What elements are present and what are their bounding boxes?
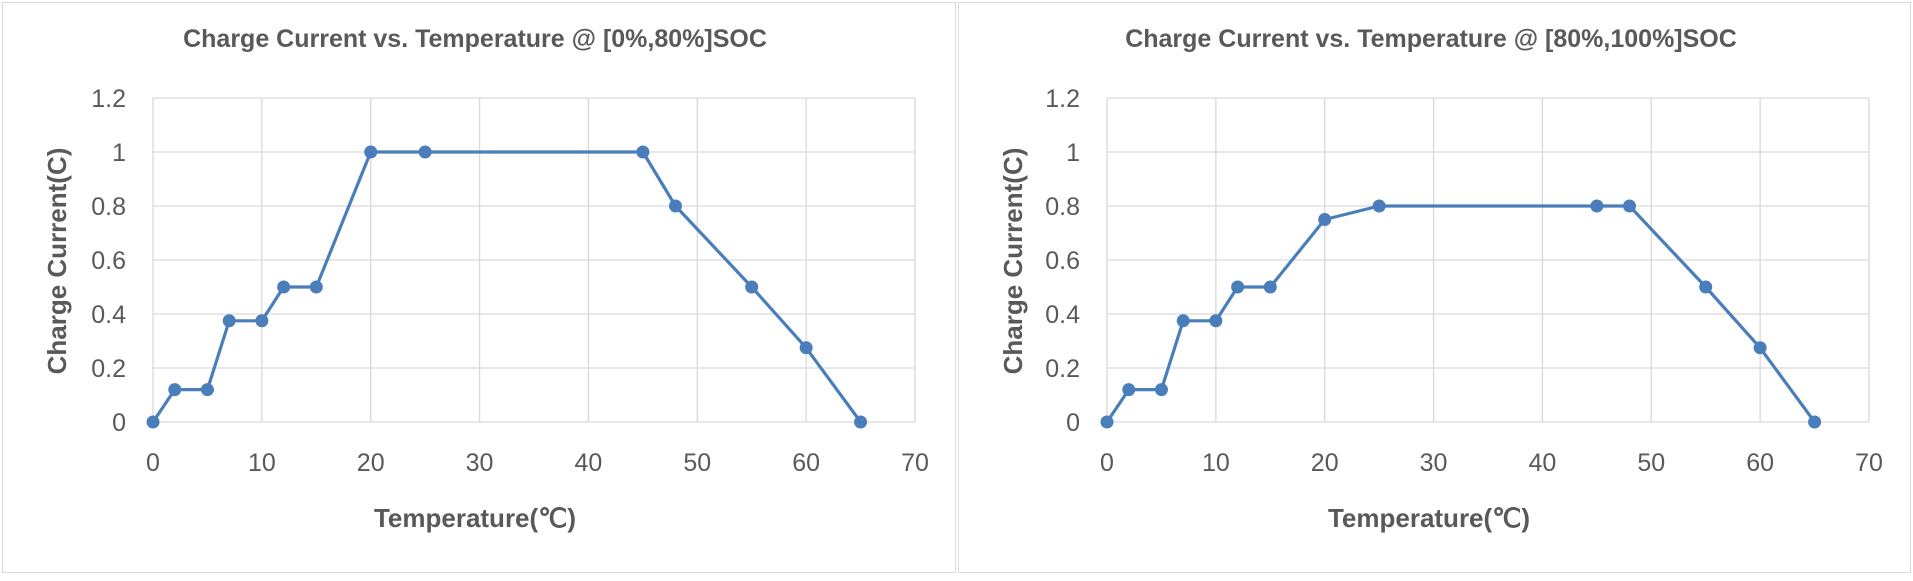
chart-svg-right: Charge Current vs. Temperature @ [80%,10… bbox=[998, 25, 1883, 533]
data-point bbox=[1623, 199, 1637, 213]
data-point bbox=[1122, 383, 1136, 397]
y-tick-label: 1.2 bbox=[1045, 85, 1080, 113]
x-axis-title: Temperature(℃) bbox=[374, 503, 576, 533]
data-point bbox=[669, 199, 683, 213]
data-point bbox=[1263, 280, 1277, 294]
y-tick-label: 0.8 bbox=[1045, 193, 1080, 221]
data-point bbox=[309, 280, 323, 294]
y-tick-label: 0 bbox=[1066, 409, 1080, 437]
y-tick-label: 0.6 bbox=[1045, 247, 1080, 275]
chart-title: Charge Current vs. Temperature @ [0%,80%… bbox=[183, 25, 767, 53]
data-point bbox=[222, 314, 236, 328]
data-point bbox=[1699, 280, 1713, 294]
data-point bbox=[1176, 314, 1190, 328]
data-point bbox=[146, 415, 160, 429]
x-tick-label: 10 bbox=[1202, 449, 1230, 477]
data-point bbox=[277, 280, 291, 294]
data-point bbox=[364, 145, 378, 159]
x-tick-label: 30 bbox=[1420, 449, 1448, 477]
x-axis-title: Temperature(℃) bbox=[1328, 503, 1530, 533]
y-tick-label: 0.6 bbox=[91, 247, 126, 275]
y-axis-title: Charge Current(C) bbox=[998, 148, 1028, 375]
data-point bbox=[636, 145, 650, 159]
x-tick-label: 40 bbox=[575, 449, 603, 477]
x-tick-label: 60 bbox=[792, 449, 820, 477]
x-tick-label: 30 bbox=[466, 449, 494, 477]
y-tick-label: 1 bbox=[112, 139, 126, 167]
data-point bbox=[1590, 199, 1604, 213]
data-point bbox=[1209, 314, 1223, 328]
y-tick-label: 0.2 bbox=[91, 355, 126, 383]
data-point bbox=[1231, 280, 1245, 294]
data-point bbox=[1100, 415, 1114, 429]
y-tick-label: 0.4 bbox=[1045, 301, 1080, 329]
x-tick-label: 50 bbox=[1637, 449, 1665, 477]
x-tick-label: 40 bbox=[1529, 449, 1557, 477]
x-tick-label: 70 bbox=[901, 449, 929, 477]
x-tick-label: 20 bbox=[1311, 449, 1339, 477]
data-point bbox=[745, 280, 759, 294]
gridlines bbox=[1106, 97, 1870, 423]
chart-panel-left: Charge Current vs. Temperature @ [0%,80%… bbox=[2, 2, 956, 573]
data-point bbox=[1154, 383, 1168, 397]
x-tick-label: 20 bbox=[357, 449, 385, 477]
y-tick-label: 0.8 bbox=[91, 193, 126, 221]
y-tick-label: 1 bbox=[1066, 139, 1080, 167]
data-point bbox=[418, 145, 432, 159]
x-tick-label: 70 bbox=[1855, 449, 1883, 477]
y-axis-title: Charge Current(C) bbox=[42, 148, 72, 375]
x-tick-label: 0 bbox=[146, 449, 160, 477]
y-tick-label: 0.2 bbox=[1045, 355, 1080, 383]
y-tick-label: 0.4 bbox=[91, 301, 126, 329]
data-point bbox=[1753, 341, 1767, 355]
data-point bbox=[255, 314, 269, 328]
chart-title: Charge Current vs. Temperature @ [80%,10… bbox=[1125, 25, 1737, 53]
data-point bbox=[1318, 213, 1332, 226]
x-tick-label: 10 bbox=[248, 449, 276, 477]
x-tick-label: 0 bbox=[1100, 449, 1114, 477]
data-point bbox=[168, 383, 182, 397]
y-tick-label: 0 bbox=[112, 409, 126, 437]
data-point bbox=[854, 415, 868, 429]
series-line bbox=[1105, 204, 1816, 423]
data-point bbox=[200, 383, 214, 397]
chart-panel-right: Charge Current vs. Temperature @ [80%,10… bbox=[958, 2, 1911, 573]
x-tick-label: 50 bbox=[683, 449, 711, 477]
series-line bbox=[151, 150, 862, 423]
gridlines bbox=[152, 97, 916, 423]
x-tick-label: 60 bbox=[1746, 449, 1774, 477]
chart-svg-left: Charge Current vs. Temperature @ [0%,80%… bbox=[42, 25, 929, 533]
data-point bbox=[799, 341, 813, 355]
data-point bbox=[1808, 415, 1822, 429]
y-tick-label: 1.2 bbox=[91, 85, 126, 113]
data-point bbox=[1372, 199, 1386, 213]
